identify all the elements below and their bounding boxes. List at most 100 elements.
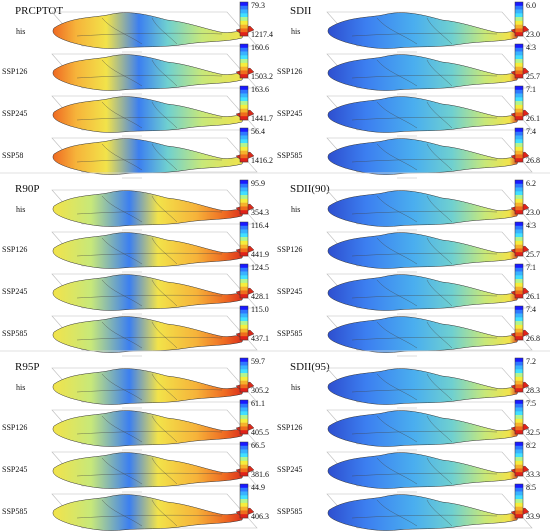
colorbar-segment <box>240 403 248 408</box>
colorbar-segment <box>515 206 523 211</box>
colorbar-segment <box>240 150 248 155</box>
colorbar-segment <box>515 332 523 337</box>
colorbar-segment <box>515 309 523 314</box>
colorbar-segment <box>515 286 523 291</box>
sub-basin-boundaries <box>351 373 498 401</box>
colorbar-segment <box>515 502 523 507</box>
colorbar-segment <box>240 139 248 144</box>
basin-map <box>52 410 245 447</box>
colorbar-segment <box>515 66 523 71</box>
colorbar-segment <box>240 332 248 337</box>
sub-basin-boundaries <box>351 279 498 307</box>
colorbar-segment <box>515 358 523 362</box>
colorbar-segment <box>240 282 248 287</box>
colorbar-segment <box>240 252 248 257</box>
colorbar-frame <box>514 399 524 435</box>
colorbar-segment <box>515 422 523 427</box>
colorbar-segment <box>240 495 248 500</box>
basin-map <box>327 54 520 91</box>
colorbar-frame <box>514 305 524 341</box>
sub-basin-boundaries <box>351 457 498 485</box>
sub-basin-boundaries <box>76 499 223 527</box>
colorbar-segment <box>515 158 523 163</box>
colorbar-segment <box>240 44 248 48</box>
colorbar-segment <box>515 499 523 504</box>
colorbar-max-label: 44.9 <box>251 483 265 492</box>
colorbar-segment <box>240 2 248 6</box>
colorbar-segment <box>515 376 523 381</box>
colorbar-segment <box>240 328 248 333</box>
colorbar-min-label: 1441.7 <box>251 114 273 123</box>
basin-map <box>327 96 520 133</box>
colorbar-segment <box>515 460 523 465</box>
scenario-label: SSP126 <box>277 423 302 432</box>
colorbar-segment <box>515 430 523 435</box>
colorbar-segment <box>240 506 248 511</box>
colorbar-segment <box>240 271 248 276</box>
sub-basin-boundaries <box>351 143 498 171</box>
colorbar-segment <box>515 150 523 155</box>
sub-basin-boundaries <box>351 499 498 527</box>
colorbar-segment <box>515 282 523 287</box>
colorbar-segment <box>515 336 523 341</box>
colorbar-segment <box>515 180 523 184</box>
colorbar-segment <box>515 418 523 423</box>
colorbar-segment <box>240 388 248 393</box>
basin-map <box>52 274 245 311</box>
colorbar-segment <box>240 13 248 18</box>
colorbar-segment <box>515 237 523 242</box>
basin-map <box>52 12 245 49</box>
basin-map <box>327 274 520 311</box>
colorbar-segment <box>240 321 248 326</box>
colorbar-frame <box>239 441 249 477</box>
colorbar-segment <box>515 131 523 136</box>
sub-basin-boundaries <box>76 195 223 223</box>
colorbar-segment <box>240 306 248 310</box>
colorbar-segment <box>515 108 523 113</box>
colorbar-segment <box>515 97 523 102</box>
basin-map <box>52 316 245 353</box>
colorbar-segment <box>515 2 523 6</box>
colorbar-max-label: 8.5 <box>526 483 536 492</box>
colorbar-segment <box>240 449 248 454</box>
colorbar-max-label: 56.4 <box>251 127 265 136</box>
sub-basin-boundaries <box>351 101 498 129</box>
colorbar-segment <box>240 418 248 423</box>
colorbar-segment <box>240 93 248 98</box>
colorbar-segment <box>240 422 248 427</box>
colorbar-frame <box>514 179 524 215</box>
colorbar-segment <box>515 135 523 140</box>
colorbar-segment <box>240 491 248 496</box>
colorbar-segment <box>515 202 523 207</box>
colorbar-segment <box>515 225 523 230</box>
colorbar-segment <box>240 430 248 435</box>
basin-map <box>52 368 245 405</box>
colorbar-frame <box>514 221 524 257</box>
scenario-label: SSP245 <box>277 109 302 118</box>
colorbar-frame <box>514 441 524 477</box>
colorbar-min-label: 405.5 <box>251 428 269 437</box>
colorbar-frame <box>239 179 249 215</box>
colorbar-segment <box>240 146 248 151</box>
panel-title: R90P <box>15 183 39 195</box>
colorbar-max-label: 7.1 <box>526 85 536 94</box>
scenario-label: his <box>16 27 25 36</box>
colorbar-segment <box>515 415 523 420</box>
colorbar-segment <box>240 384 248 389</box>
colorbar-segment <box>515 20 523 25</box>
scenario-label: SSP126 <box>277 67 302 76</box>
colorbar-segment <box>240 336 248 341</box>
colorbar-frame <box>239 43 249 79</box>
colorbar-segment <box>515 361 523 366</box>
colorbar-segment <box>515 324 523 329</box>
colorbar-frame <box>514 43 524 79</box>
colorbar-max-label: 7.5 <box>526 399 536 408</box>
panel-r95p: R95P his 59.7 305.2 SSP126 61.1 405.5 SSP245 66.… <box>2 357 269 531</box>
colorbar-segment <box>240 244 248 249</box>
colorbar-max-label: 95.9 <box>251 179 265 188</box>
panel-sdii90: SDII(90) his 6.2 23.0 SSP126 4.3 25.7 SSP245 7.1… <box>277 179 540 357</box>
scenario-label: SSP126 <box>277 245 302 254</box>
basin-map <box>327 316 520 353</box>
basin-map <box>52 54 245 91</box>
